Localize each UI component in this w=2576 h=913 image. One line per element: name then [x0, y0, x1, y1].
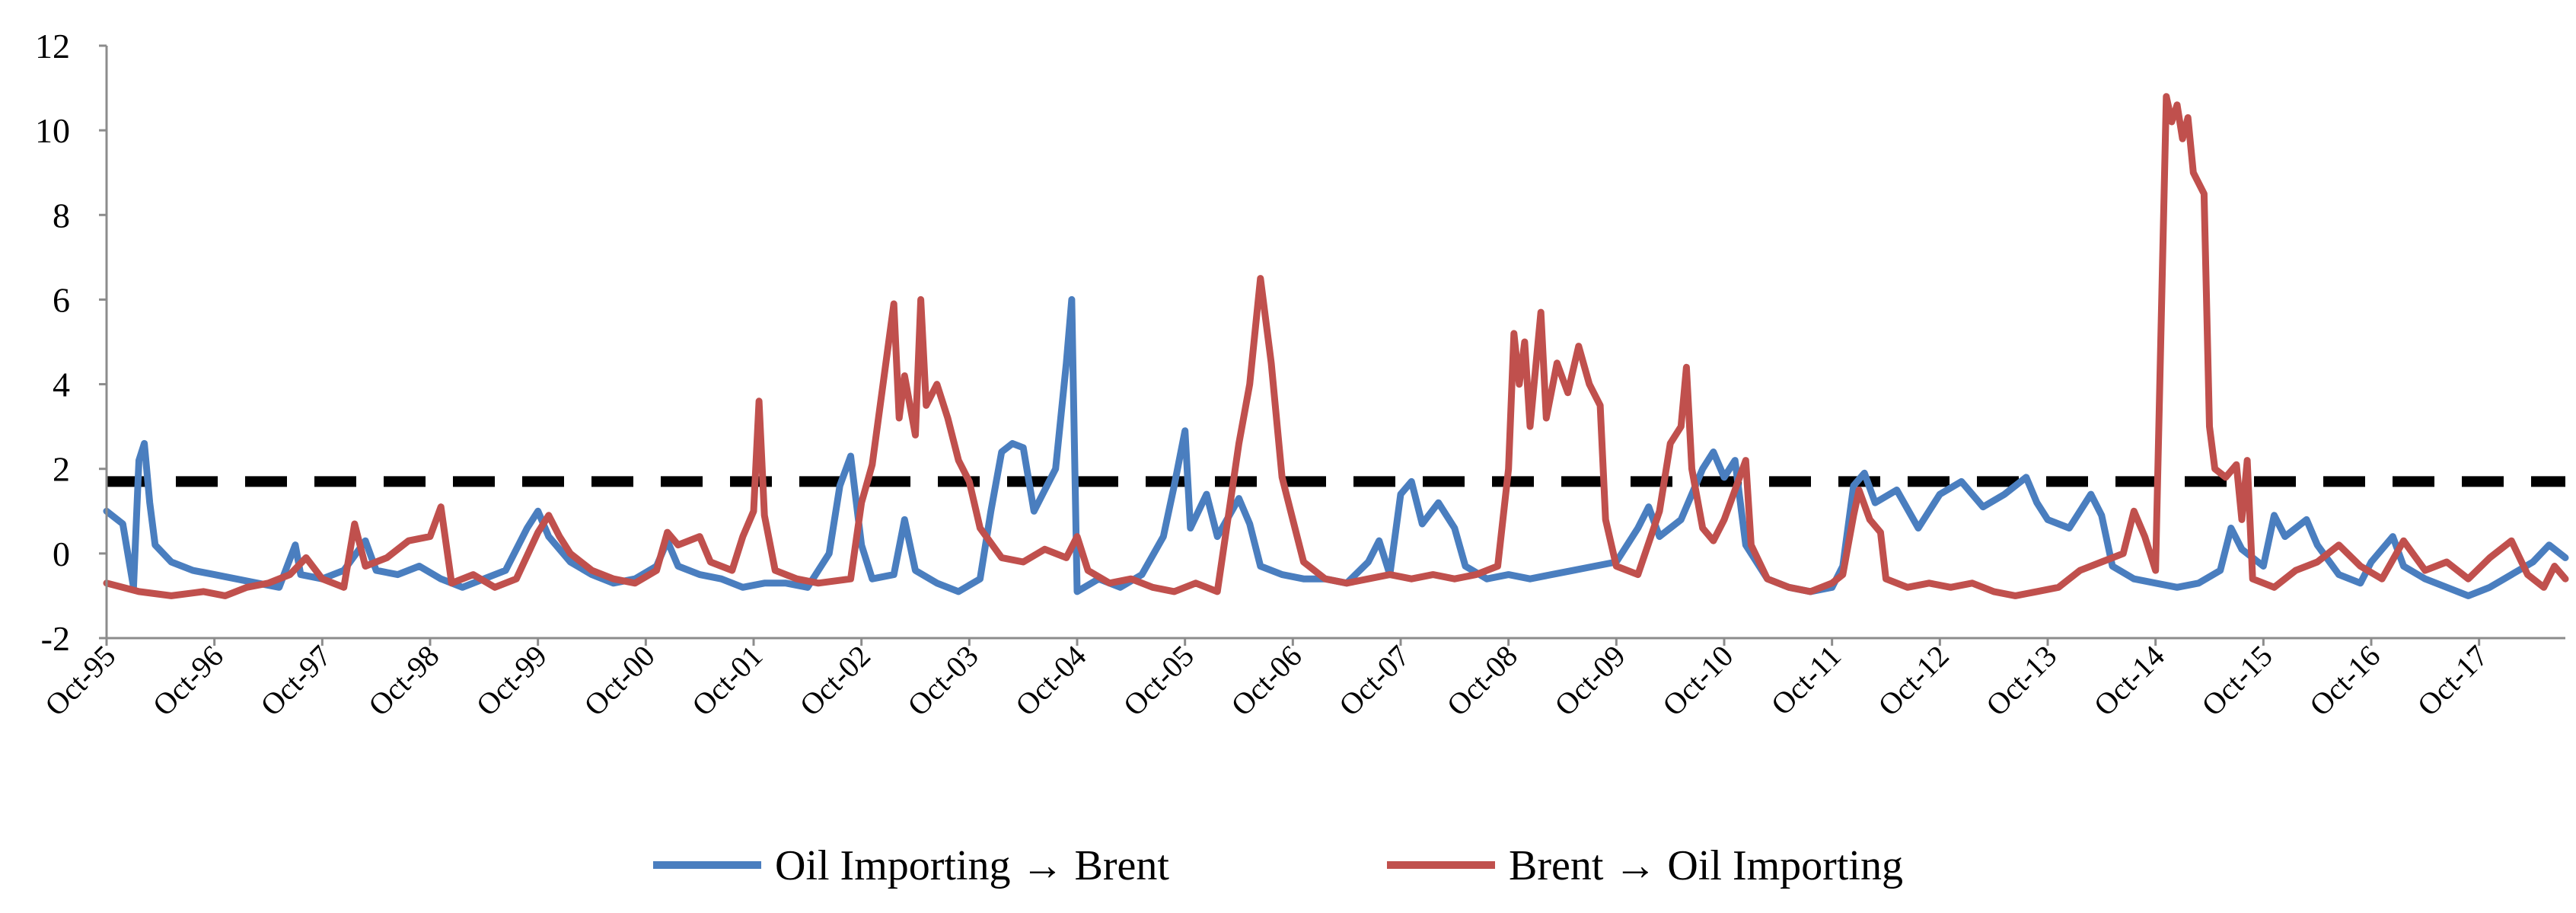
x-tick-label: Oct-15	[2195, 639, 2278, 723]
x-tick-label: Oct-12	[1871, 639, 1955, 723]
y-axis-ticks: -2 0 2 4 6 8 10 12	[35, 27, 107, 658]
series-line-brent-to-oil-importing	[103, 93, 2569, 599]
x-tick-label: Oct-05	[1117, 639, 1200, 723]
x-tick-label: Oct-14	[2087, 639, 2171, 723]
x-tick-label: Oct-03	[901, 639, 984, 723]
y-tick-label: 6	[53, 280, 70, 319]
plot-area	[103, 93, 2569, 599]
x-tick-label: Oct-11	[1765, 639, 1848, 722]
legend-label-brent-to-oil-importing: Brent → Oil Importing	[1509, 842, 1903, 889]
x-tick-label: Oct-97	[253, 639, 337, 723]
y-tick-label: 10	[35, 111, 70, 150]
x-tick-label: Oct-07	[1332, 639, 1416, 723]
y-tick-label: 2	[53, 450, 70, 489]
y-tick-label: 8	[53, 196, 70, 235]
y-tick-label: 4	[53, 366, 70, 404]
series-line-oil-importing-to-brent	[103, 295, 2569, 599]
x-tick-label: Oct-01	[685, 639, 769, 723]
legend-label-oil-importing-to-brent: Oil Importing → Brent	[775, 842, 1169, 889]
x-tick-label: Oct-09	[1548, 639, 1631, 723]
x-tick-label: Oct-08	[1440, 639, 1524, 723]
x-tick-label: Oct-98	[362, 639, 445, 723]
x-tick-label: Oct-96	[146, 639, 230, 723]
x-tick-label: Oct-00	[577, 639, 661, 723]
x-axis-ticks: Oct-95 Oct-96 Oct-97 Oct-98 Oct-99 Oct-00 Oct-…	[38, 638, 2495, 723]
y-tick-label: -2	[41, 619, 70, 658]
x-tick-label: Oct-06	[1224, 639, 1308, 723]
x-tick-label: Oct-99	[470, 639, 553, 723]
y-tick-label: 12	[35, 27, 70, 65]
x-tick-label: Oct-17	[2411, 639, 2495, 723]
x-tick-label: Oct-16	[2303, 639, 2386, 723]
x-tick-label: Oct-10	[1656, 639, 1739, 723]
y-tick-label: 0	[53, 535, 70, 573]
x-tick-label: Oct-04	[1009, 639, 1092, 723]
x-tick-label: Oct-02	[793, 639, 877, 723]
legend: Oil Importing → Brent Brent → Oil Import…	[653, 842, 1903, 889]
x-tick-label: Oct-13	[1979, 639, 2063, 723]
